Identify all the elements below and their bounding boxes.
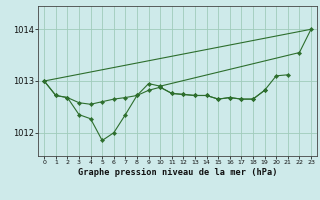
X-axis label: Graphe pression niveau de la mer (hPa): Graphe pression niveau de la mer (hPa) (78, 168, 277, 177)
